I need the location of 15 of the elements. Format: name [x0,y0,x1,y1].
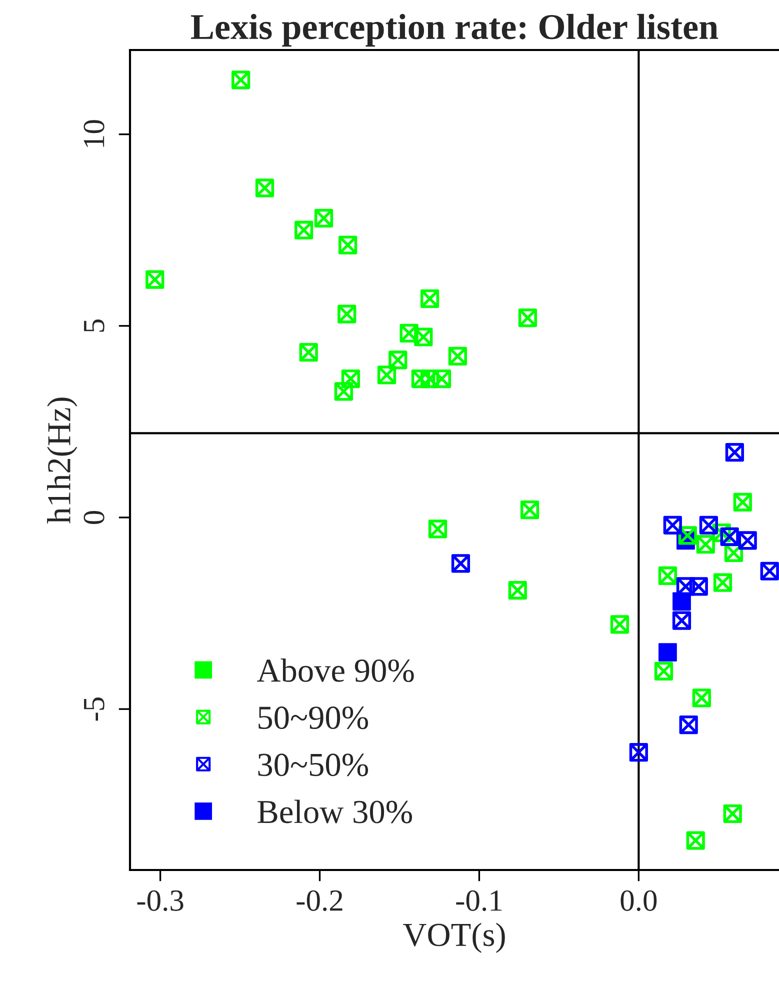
x-tick-label: -0.3 [137,890,184,912]
x-tick-label: -0.1 [456,890,502,912]
y-tick-label: 0 [84,511,104,524]
y-tick-label: 5 [84,319,104,332]
y-tick-label: 10 [84,120,104,147]
y-tick-label: -5 [84,698,104,721]
y-axis-title: h1h2(Hz) [47,398,78,524]
legend-label: Above 90% [256,658,414,682]
legend-label: Below 30% [258,800,412,824]
x-tick-label: -0.2 [296,890,342,912]
chart-title: Lexis perception rate: Older listen [190,14,718,47]
legend-label: 50~90% [258,706,368,730]
x-axis-title: VOT(s) [403,922,505,953]
x-tick-label: 0.0 [620,890,657,912]
legend-label: 30~50% [258,754,368,776]
